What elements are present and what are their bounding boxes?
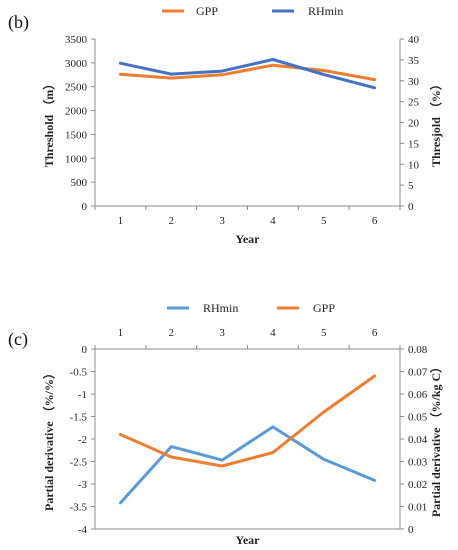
right-tick-label: 0	[408, 524, 414, 536]
left-tick-label: -3.5	[70, 502, 88, 514]
right-tick-label: 20	[408, 118, 420, 130]
right-tick-label: 0.06	[408, 389, 428, 401]
x-tick-label: 5	[321, 215, 327, 227]
left-tick-label: 2000	[65, 106, 88, 118]
right-tick-label: 25	[408, 97, 420, 109]
x-tick-label: 5	[321, 327, 327, 339]
left-tick-label: 500	[71, 177, 88, 189]
y-axis-title: Threshold （m）	[41, 78, 56, 167]
left-tick-label: -4	[78, 524, 88, 536]
y2-axis-title: Partial derivative （%/kg C）	[428, 361, 443, 517]
x-axis-title: Year	[236, 533, 261, 547]
right-tick-label: 30	[408, 76, 420, 88]
x-axis-title: Year	[236, 232, 261, 246]
legend-label-gpp: GPP	[313, 301, 335, 315]
left-tick-label: 1000	[65, 153, 88, 165]
right-tick-label: 0.02	[408, 479, 427, 491]
x-tick-label: 1	[118, 327, 124, 339]
x-tick-label: 4	[270, 327, 276, 339]
x-tick-label: 2	[169, 327, 175, 339]
right-tick-label: 0.01	[408, 502, 427, 514]
series-line-gpp	[118, 63, 377, 82]
series-line-rhmin	[118, 425, 377, 505]
left-tick-label: -3	[78, 479, 88, 491]
left-tick-label: -1	[78, 389, 87, 401]
left-tick-label: 1500	[65, 129, 88, 141]
series-line-gpp	[118, 374, 377, 468]
right-tick-label: 40	[408, 34, 420, 46]
right-tick-label: 0.05	[408, 412, 428, 424]
right-tick-label: 0.04	[408, 434, 428, 446]
legend-label-rhmin: RHmin	[308, 4, 343, 18]
panel-label: (b)	[8, 12, 29, 33]
x-tick-label: 6	[372, 327, 378, 339]
series-line-rhmin	[118, 58, 377, 90]
x-tick-label: 1	[118, 215, 124, 227]
right-tick-label: 0.03	[408, 457, 428, 469]
panel-label: (c)	[8, 329, 28, 350]
x-tick-label: 6	[372, 215, 378, 227]
left-tick-label: 2500	[65, 82, 88, 94]
right-tick-label: 0.07	[408, 367, 428, 379]
left-tick-label: -2.5	[70, 457, 88, 469]
y-axis-title: Partial derivative （%/%）	[41, 367, 56, 511]
y2-axis-title: Thresjold （%）	[428, 78, 443, 167]
left-tick-label: 3500	[65, 34, 88, 46]
right-tick-label: 15	[408, 138, 420, 150]
legend-label-rhmin: RHmin	[203, 301, 238, 315]
right-tick-label: 0.08	[408, 344, 428, 356]
legend-label-gpp: GPP	[196, 4, 218, 18]
right-tick-label: 0	[408, 201, 414, 213]
x-tick-label: 3	[219, 215, 225, 227]
right-tick-label: 35	[408, 55, 420, 67]
x-tick-label: 3	[219, 327, 225, 339]
x-tick-label: 4	[270, 215, 276, 227]
left-tick-label: -1.5	[70, 412, 88, 424]
right-tick-label: 10	[408, 159, 420, 171]
left-tick-label: -2	[78, 434, 87, 446]
left-tick-label: 3000	[65, 58, 88, 70]
x-tick-label: 2	[169, 215, 175, 227]
left-tick-label: 0	[82, 201, 88, 213]
right-tick-label: 5	[408, 180, 414, 192]
left-tick-label: 0	[82, 344, 88, 356]
left-tick-label: -0.5	[70, 367, 88, 379]
